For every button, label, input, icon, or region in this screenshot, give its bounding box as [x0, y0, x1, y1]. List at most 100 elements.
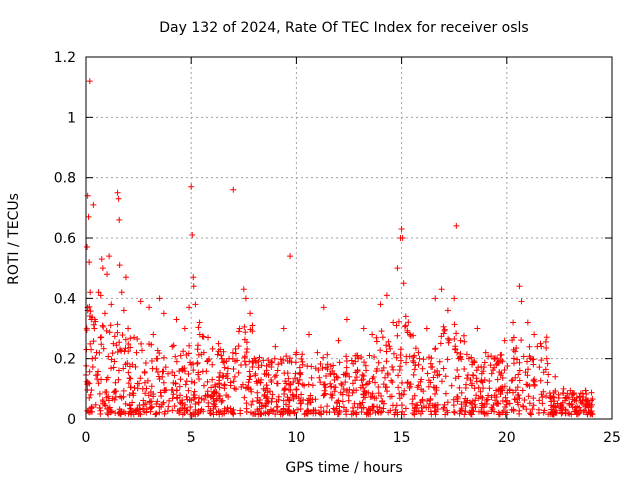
data-point [98, 256, 105, 263]
data-point [103, 327, 110, 334]
data-point [494, 376, 501, 383]
data-point [483, 410, 490, 417]
data-point [122, 336, 129, 343]
data-point [463, 381, 470, 388]
data-point [247, 310, 254, 317]
data-point [304, 407, 311, 414]
plot-frame [85, 56, 613, 420]
data-point [192, 301, 199, 308]
data-point [445, 339, 452, 346]
data-point [274, 403, 281, 410]
data-point [471, 385, 478, 392]
data-point [218, 352, 225, 359]
data-point [145, 392, 152, 399]
data-point [156, 295, 163, 302]
data-point [393, 354, 400, 361]
data-point [292, 359, 299, 366]
data-point [552, 404, 559, 411]
data-point [471, 359, 478, 366]
data-point [92, 401, 99, 408]
data-point [120, 393, 127, 400]
data-point [188, 378, 195, 385]
data-point [198, 395, 205, 402]
data-point [327, 370, 334, 377]
data-point [499, 374, 506, 381]
data-point [407, 331, 414, 338]
data-point [293, 386, 300, 393]
data-point [154, 355, 161, 362]
data-point [536, 397, 543, 404]
data-point [342, 379, 349, 386]
data-point [409, 357, 416, 364]
data-point [125, 340, 132, 347]
data-point [169, 395, 176, 402]
data-point [161, 410, 168, 417]
data-point [369, 375, 376, 382]
data-point [100, 323, 107, 330]
data-point [116, 216, 123, 223]
data-point [274, 367, 281, 374]
data-point [369, 390, 376, 397]
data-point [172, 380, 179, 387]
data-point [411, 407, 418, 414]
data-point [539, 394, 546, 401]
data-point [86, 394, 93, 401]
data-point [224, 365, 231, 372]
data-point [112, 379, 119, 386]
data-point [457, 350, 464, 357]
data-point [227, 382, 234, 389]
data-point [243, 400, 250, 407]
data-point [257, 379, 264, 386]
data-point [461, 411, 468, 418]
data-point [260, 410, 267, 417]
data-point [526, 382, 533, 389]
data-point [582, 403, 589, 410]
data-point [116, 339, 123, 346]
data-point [513, 356, 520, 363]
data-point [289, 391, 296, 398]
data-point [388, 377, 395, 384]
data-point [204, 378, 211, 385]
data-point [406, 353, 413, 360]
data-point [466, 409, 473, 416]
data-point [131, 334, 138, 341]
data-point [158, 404, 165, 411]
data-point [404, 327, 411, 334]
data-point [528, 411, 535, 418]
data-point [475, 395, 482, 402]
data-point [122, 274, 129, 281]
data-point [126, 375, 133, 382]
data-point [510, 346, 517, 353]
data-point [544, 360, 551, 367]
data-point [192, 401, 199, 408]
data-point [425, 404, 432, 411]
data-point [373, 368, 380, 375]
data-point [87, 308, 94, 315]
data-point [132, 363, 139, 370]
data-point [365, 389, 372, 396]
data-point [360, 404, 367, 411]
data-point [286, 403, 293, 410]
data-point [227, 405, 234, 412]
data-point [268, 399, 275, 406]
data-point [217, 369, 224, 376]
data-point [504, 397, 511, 404]
data-point [97, 334, 104, 341]
data-point [549, 409, 556, 416]
data-point [133, 349, 140, 356]
data-point [293, 393, 300, 400]
data-point [108, 365, 115, 372]
data-point [105, 397, 112, 404]
data-point [406, 385, 413, 392]
data-point [134, 335, 141, 342]
data-point [154, 398, 161, 405]
data-point [355, 355, 362, 362]
data-point [249, 322, 256, 329]
data-point [92, 318, 99, 325]
data-point [173, 316, 180, 323]
data-point [232, 350, 239, 357]
data-point [245, 379, 252, 386]
data-point [307, 392, 314, 399]
data-point [516, 377, 523, 384]
data-point [524, 372, 531, 379]
